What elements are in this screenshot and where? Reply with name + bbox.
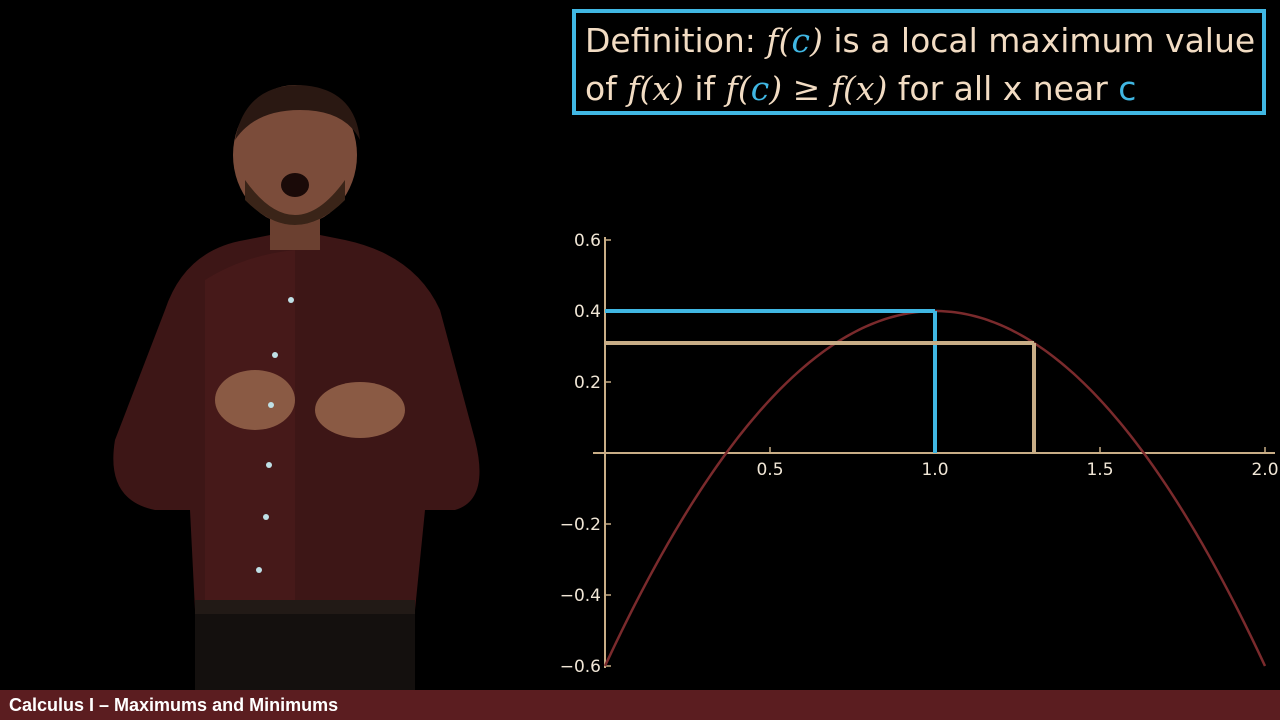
x-tick-label: 1.5	[1086, 460, 1113, 480]
y-tick-label: 0.4	[574, 302, 601, 322]
definition-label: Definition:	[585, 21, 767, 60]
y-tick-label: 0.2	[574, 373, 601, 393]
definition-text: is a local maximum value	[822, 21, 1256, 60]
x-tick-label: 1.0	[921, 460, 948, 480]
definition-text-if: if	[683, 69, 726, 108]
footer-bar: Calculus I – Maximums and Minimums	[0, 690, 1280, 720]
parabola-chart: 0.5 1.0 1.5 2.0 0.6 0.4 0.2 −0.2 −0.4 −0.6	[560, 231, 1279, 677]
x-tick-label: 2.0	[1251, 460, 1278, 480]
math-fx-2: f(x)	[830, 69, 888, 108]
definition-box: Definition: f(c) is a local maximum valu…	[572, 9, 1266, 115]
definition-line-2: of f(x) if f(c) ≥ f(x) for all x near c	[585, 65, 1262, 113]
x-tick-label: 0.5	[756, 460, 783, 480]
math-close-2: )	[769, 69, 783, 108]
definition-text-of: of	[585, 69, 628, 108]
y-tick-label: −0.4	[560, 586, 601, 606]
math-fx: f(x)	[627, 69, 684, 108]
math-f-open-2: f(	[725, 69, 751, 108]
definition-text-near: for all x near	[887, 69, 1119, 108]
definition-line-1: Definition: f(c) is a local maximum valu…	[585, 17, 1262, 65]
math-c: c	[791, 21, 810, 60]
math-c-2: c	[750, 69, 770, 108]
math-close: )	[809, 21, 823, 60]
math-geq: ≥	[782, 69, 831, 108]
math-f-open: f(	[766, 21, 792, 60]
definition-c-near: c	[1118, 69, 1137, 108]
y-tick-label: −0.2	[560, 515, 601, 535]
course-title: Calculus I – Maximums and Minimums	[9, 695, 339, 715]
presenter-figure	[113, 85, 480, 690]
y-tick-label: −0.6	[560, 657, 601, 677]
y-tick-label: 0.6	[574, 231, 601, 251]
